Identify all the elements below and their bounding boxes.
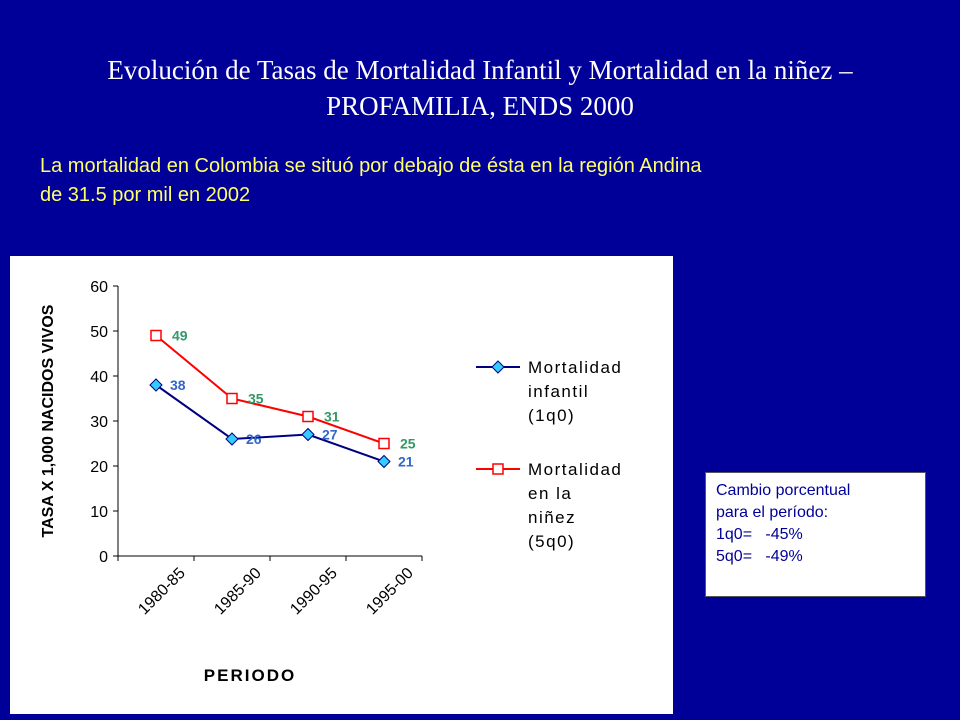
- legend-label-childhood: (5q0): [528, 532, 575, 551]
- data-point-childhood: [378, 437, 390, 450]
- data-label-infant: 26: [246, 431, 262, 447]
- chart-panel: 0 10 20 30 40 50 60 1980-85 1985-90 1990-95 1995-0…: [10, 256, 673, 714]
- data-point-childhood: [226, 392, 238, 405]
- x-axis-title: PERIODO: [204, 666, 296, 685]
- legend-label-infant: (1q0): [528, 406, 575, 425]
- data-label-infant: 38: [170, 377, 186, 393]
- y-tick-label: 10: [90, 504, 108, 521]
- x-tick-label: 1995-00: [363, 565, 417, 619]
- legend-marker-infant: [491, 360, 505, 374]
- data-label-childhood: 35: [248, 391, 264, 407]
- data-point-infant: [149, 378, 163, 392]
- data-label-childhood: 49: [172, 328, 188, 344]
- legend-label-childhood: Mortalidad: [528, 460, 622, 479]
- data-point-infant: [377, 454, 391, 469]
- y-tick-label: 0: [99, 549, 108, 566]
- series-line-infant: [155, 384, 385, 463]
- note-line-4: 5q0= -49%: [716, 548, 803, 565]
- y-tick-label: 50: [90, 324, 108, 341]
- data-label-childhood: 31: [324, 409, 340, 425]
- mortality-line-chart: 0 10 20 30 40 50 60 1980-85 1985-90 1990-95 1995-0…: [40, 279, 622, 685]
- slide-subtitle-line1: La mortalidad en Colombia se situó por d…: [40, 155, 702, 177]
- slide-subtitle-line2: de 31.5 por mil en 2002: [40, 184, 251, 206]
- data-point-infant: [225, 432, 239, 446]
- x-tick-label: 1985-90: [211, 565, 265, 619]
- y-axis-title: TASA X 1,000 NACIDOS VIVOS: [40, 304, 57, 537]
- y-tick-label: 60: [90, 279, 108, 296]
- note-line-2: para el período:: [716, 504, 829, 521]
- y-tick-label: 40: [90, 369, 108, 386]
- legend-label-childhood: niñez: [528, 508, 576, 527]
- y-tick-label: 20: [90, 459, 108, 476]
- x-tick-label: 1990-95: [287, 565, 341, 619]
- note-line-3: 1q0= -45%: [716, 526, 803, 543]
- note-line-1: Cambio porcentual: [716, 482, 851, 499]
- series-line-childhood: [155, 334, 385, 445]
- data-point-childhood: [302, 410, 314, 423]
- data-point-infant: [301, 427, 315, 442]
- slide-title-line2: PROFAMILIA, ENDS 2000: [326, 91, 634, 121]
- x-tick-label: 1980-85: [135, 565, 189, 619]
- data-label-childhood: 25: [400, 436, 416, 452]
- data-label-infant: 27: [322, 427, 338, 443]
- data-label-infant: 21: [398, 454, 414, 470]
- legend-marker-childhood: [492, 463, 504, 475]
- legend-label-infant: infantil: [528, 382, 589, 401]
- slide-title-line1: Evolución de Tasas de Mortalidad Infanti…: [107, 55, 853, 85]
- data-point-childhood: [150, 329, 162, 342]
- y-tick-label: 30: [90, 414, 108, 431]
- slide-title: Evolución de Tasas de Mortalidad Infanti…: [20, 52, 940, 124]
- legend-label-infant: Mortalidad: [528, 358, 622, 377]
- percent-change-note: Cambio porcentual para el período: 1q0= …: [705, 472, 926, 597]
- legend-label-childhood: en la: [528, 484, 572, 503]
- slide-subtitle: La mortalidad en Colombia se situó por d…: [40, 152, 930, 210]
